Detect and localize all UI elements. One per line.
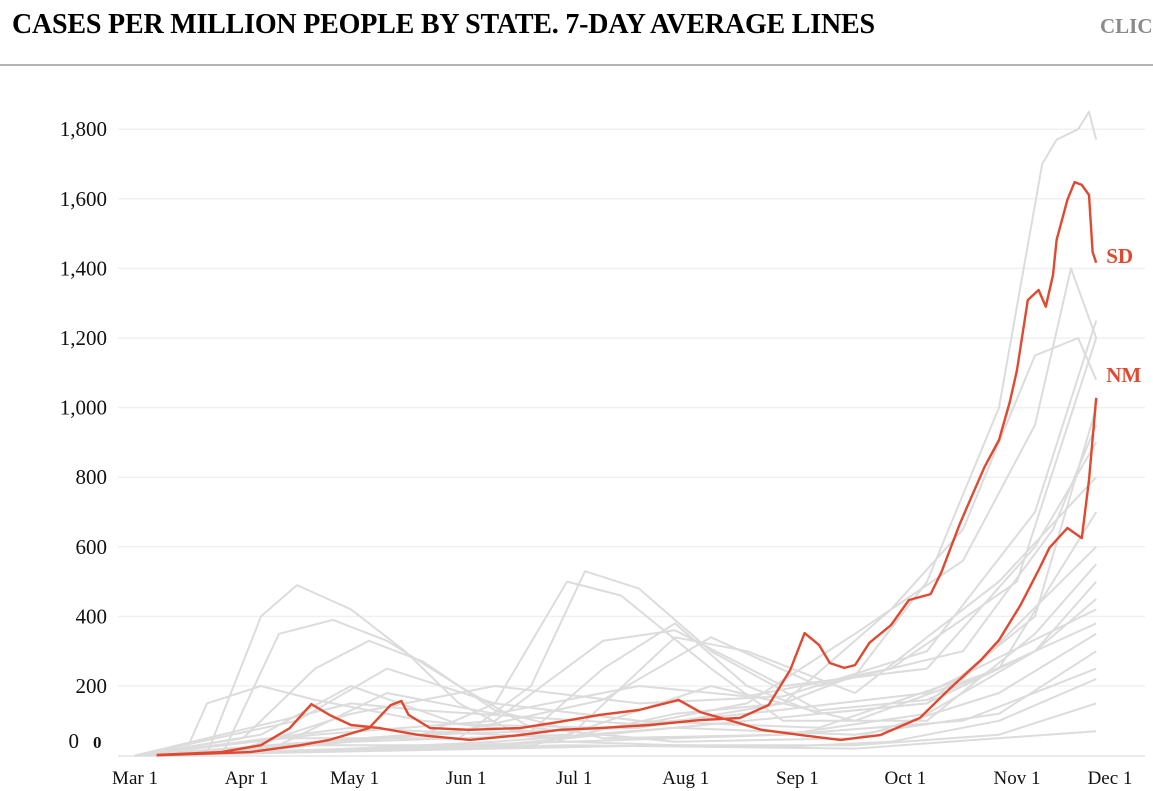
y-tick-label: 1,600 [60,187,107,211]
x-tick-label: Mar 1 [112,768,158,789]
y-tick-label: 1,400 [60,256,107,280]
click-prompt[interactable]: CLIC [1100,14,1153,38]
state-line [134,337,1098,757]
y-tick-label: 400 [76,604,108,628]
axes: 0 200 400 600 800 1,000 1,200 1,400 1,600 1,800 Ma… [60,117,1133,789]
y-tick-label: 1,000 [60,396,107,420]
page-title: CASES PER MILLION PEOPLE BY STATE. 7-DAY… [12,9,875,40]
x-tick-label: Jul 1 [556,768,592,789]
header: CASES PER MILLION PEOPLE BY STATE. 7-DAY… [0,0,1153,66]
y-tick-label: 0 [69,729,80,753]
x-tick-label: Oct 1 [885,768,927,789]
state-line [134,407,1098,757]
x-tick-label: Jun 1 [446,768,487,789]
state-line-nm [156,397,1098,757]
background-state-lines [134,110,1098,757]
x-tick-label: Sep 1 [776,768,819,789]
state-line [134,570,1097,757]
state-line [134,730,1097,757]
y-tick-label: 600 [76,535,108,559]
x-tick-label: Aug 1 [662,768,709,789]
x-tick-label: Nov 1 [994,768,1041,789]
state-line [134,320,1098,757]
start-annotation: 0 [93,733,102,752]
state-line [134,441,1098,757]
series-label-nm: NM [1106,363,1141,387]
grid-lines [118,128,1145,757]
y-tick-label: 200 [76,674,108,698]
state-line [134,511,1098,757]
state-line [134,424,1098,757]
state-line [134,110,1098,757]
highlighted-state-lines: SD NM [156,180,1141,757]
x-tick-label: Apr 1 [225,768,269,789]
state-line-sd [156,180,1098,757]
y-tick-label: 800 [76,465,108,489]
x-tick-label: May 1 [330,768,379,789]
y-tick-label: 1,200 [60,326,107,350]
state-line [134,584,1097,757]
x-tick-label: Dec 1 [1088,768,1133,789]
y-tick-label: 1,800 [60,117,107,141]
state-line [134,667,1097,757]
series-label-sd: SD [1106,244,1133,268]
